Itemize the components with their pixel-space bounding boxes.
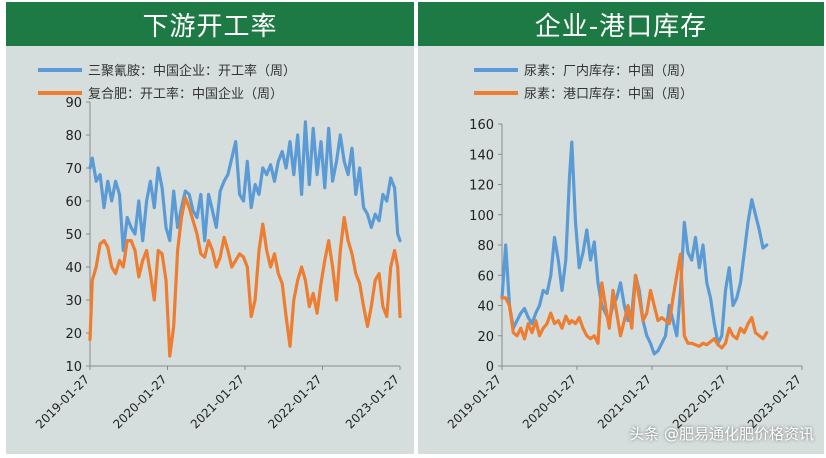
legend-label: 复合肥：开工率：中国企业（周） — [88, 86, 283, 102]
x-tick-label: 2023-01-27 — [343, 372, 402, 431]
y-tick-label: 40 — [65, 261, 82, 276]
y-tick-label: 50 — [65, 228, 82, 243]
series-line-blue — [88, 120, 402, 253]
right-chart-panel: 0 20 40 60 80 100 120 140 160 2019-01-27 2020-01-2… — [418, 46, 824, 454]
x-tick-label: 2019-01-27 — [445, 372, 504, 431]
x-tick-label: 2020-01-27 — [110, 372, 169, 431]
y-tick-label: 90 — [65, 96, 82, 111]
y-tick-label: 60 — [477, 269, 494, 284]
x-tick-label: 2022-01-27 — [265, 372, 324, 431]
y-tick-label: 100 — [469, 209, 494, 224]
x-tick-label: 2021-01-27 — [188, 372, 247, 431]
left-panel-header: 下游开工率 — [6, 2, 414, 46]
x-tick-label: 2019-01-27 — [33, 372, 92, 431]
left-chart-panel: 10 20 30 40 50 60 70 80 90 2019-01-27 2020-01-27 20… — [6, 46, 414, 454]
x-tick-label: 2020-01-27 — [520, 372, 579, 431]
y-tick-label: 70 — [65, 162, 82, 177]
y-tick-label: 20 — [477, 330, 494, 345]
y-tick-label: 10 — [65, 360, 82, 375]
y-tick-label: 40 — [477, 300, 494, 315]
right-chart: 0 20 40 60 80 100 120 140 160 2019-01-27 2020-01-2… — [445, 63, 804, 431]
watermark: 头条 @肥易通化肥价格资讯 — [629, 425, 814, 443]
y-tick-label: 20 — [65, 327, 82, 342]
y-tick-label: 120 — [469, 179, 494, 194]
y-tick-label: 0 — [486, 360, 494, 375]
legend-label: 尿素：港口库存：中国（周） — [524, 86, 693, 102]
legend-label: 尿素：厂内库存：中国（周） — [524, 63, 693, 79]
y-tick-label: 30 — [65, 294, 82, 309]
y-tick-label: 160 — [469, 118, 494, 133]
legend-label: 三聚氰胺：中国企业：开工率（周） — [88, 63, 296, 79]
right-panel-header: 企业-港口库存 — [418, 2, 824, 46]
series-line-orange — [88, 196, 402, 358]
y-tick-label: 80 — [65, 129, 82, 144]
y-tick-label: 60 — [65, 195, 82, 210]
y-tick-label: 140 — [469, 148, 494, 163]
y-tick-label: 80 — [477, 239, 494, 254]
series-line-orange — [500, 252, 769, 350]
series-line-blue — [500, 140, 769, 356]
left-chart: 10 20 30 40 50 60 70 80 90 2019-01-27 2020-01-27 20… — [33, 63, 402, 431]
